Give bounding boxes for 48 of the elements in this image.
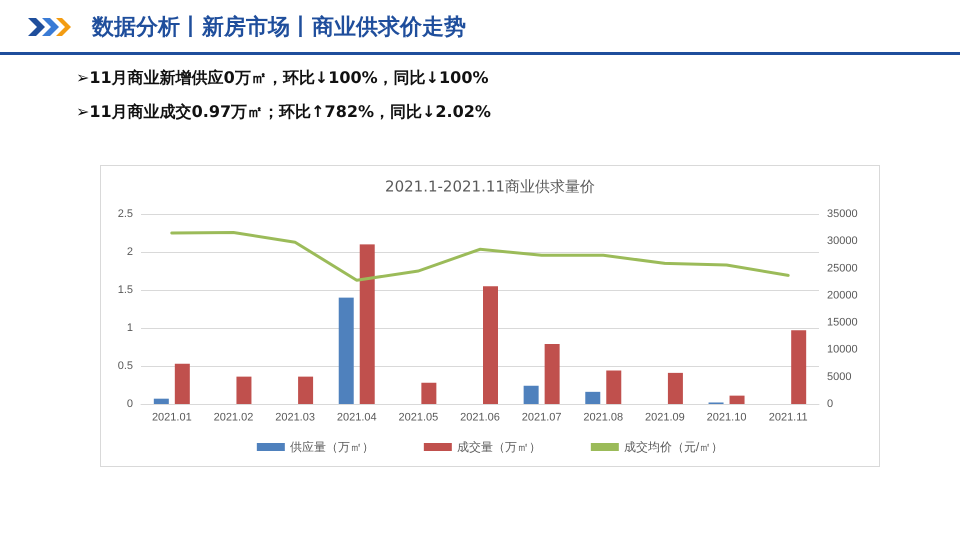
x-tick-label: 2021.11 [768, 412, 808, 424]
text: ➢11月商业新增供应0万㎡，环比↓100%，同比↓100% [76, 68, 488, 89]
bar [544, 344, 560, 404]
bar [298, 376, 314, 404]
bar [730, 396, 745, 404]
x-tick-label: 2021.03 [275, 412, 315, 424]
y2-tick-label: 5000 [827, 370, 852, 383]
x-tick-label: 2021.05 [398, 412, 438, 424]
x-tick-label: 2021.01 [152, 412, 192, 424]
bar [524, 386, 539, 404]
y2-tick-label: 20000 [827, 289, 858, 302]
line-series [170, 230, 790, 282]
bar [421, 382, 436, 404]
chart-title: 2021.1-2021.11商业供求量价 [385, 178, 595, 196]
legend-label: 成交量（万㎡） [456, 440, 541, 454]
chart-subtitle: 数据分析丨新房市场丨商业供求价走势 [92, 14, 466, 42]
bar [791, 330, 806, 404]
y-tick-label: 1.5 [118, 284, 133, 296]
bar [338, 298, 354, 404]
x-tick-label: 2021.04 [336, 412, 377, 424]
x-tick-label: 2021.06 [460, 412, 500, 424]
x-tick-label: 2021.10 [706, 412, 746, 424]
y2-tick-label: 0 [827, 398, 834, 410]
x-tick-label: 2021.09 [645, 412, 685, 424]
bar [236, 376, 252, 404]
bar [606, 370, 622, 404]
bar [585, 392, 600, 404]
y-tick-label: 0.5 [118, 360, 133, 372]
y2-tick-label: 30000 [827, 235, 858, 248]
bar [360, 244, 375, 404]
legend-label: 供应量（万㎡） [290, 440, 374, 454]
y2-tick-label: 10000 [827, 344, 858, 356]
bar [483, 286, 498, 404]
x-tick-label: 2021.02 [214, 412, 254, 424]
y-tick-label: 2.5 [118, 208, 133, 220]
y-tick-label: 2 [126, 246, 133, 258]
bar [668, 372, 683, 404]
x-tick-label: 2021.08 [583, 412, 624, 424]
text: ➢11月商业成交0.97万㎡；环比↑782%，同比↓2.02% [76, 102, 491, 123]
y2-tick-label: 25000 [827, 262, 858, 274]
legend-label: 成交均价（元/㎡） [624, 440, 724, 454]
bar [154, 398, 169, 404]
bar [174, 364, 190, 404]
y-tick-label: 1 [126, 322, 133, 334]
y-tick-label: 0 [126, 398, 133, 410]
y2-tick-label: 35000 [827, 208, 858, 220]
x-tick-label: 2021.07 [522, 412, 562, 424]
y2-tick-label: 15000 [827, 316, 858, 329]
